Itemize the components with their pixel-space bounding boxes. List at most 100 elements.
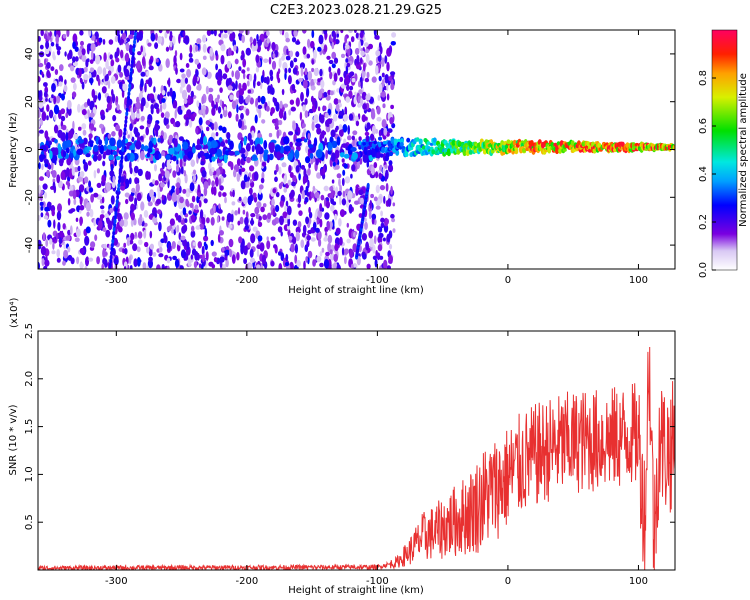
streak-mark bbox=[127, 87, 131, 93]
spectrogram-cell bbox=[257, 95, 261, 103]
spectrogram-cell bbox=[197, 152, 201, 159]
spectrogram-cell bbox=[61, 93, 65, 101]
spectrogram-cell bbox=[158, 253, 164, 258]
spectrogram-cell bbox=[39, 44, 44, 50]
streak-mark bbox=[132, 43, 136, 49]
spectrogram-cell bbox=[314, 100, 318, 109]
spectrogram-cell bbox=[339, 76, 344, 83]
streak-mark bbox=[108, 262, 112, 268]
spectrogram-cell bbox=[349, 71, 355, 77]
spectrogram-cell bbox=[113, 256, 119, 266]
spectrogram-cell bbox=[236, 104, 239, 114]
spectrogram-cell bbox=[88, 180, 92, 188]
spectrogram-cell bbox=[98, 139, 103, 146]
spectrogram-cell bbox=[333, 253, 339, 263]
spectrogram-cell bbox=[38, 162, 41, 170]
spectrogram-cell bbox=[370, 193, 374, 199]
spectrogram-cell bbox=[60, 171, 66, 181]
spectrogram-cell bbox=[313, 137, 318, 147]
spectrogram-cell bbox=[381, 79, 385, 88]
spectrogram-cell bbox=[96, 256, 100, 265]
spectrogram-cell bbox=[200, 176, 204, 183]
y-tick-label: 2.0 bbox=[24, 371, 35, 387]
spectrogram-cell bbox=[170, 117, 176, 125]
spectrogram-cell bbox=[157, 186, 160, 193]
spectrogram-cell bbox=[115, 155, 121, 161]
spectrogram-cell bbox=[390, 83, 395, 91]
spectrogram-cell bbox=[227, 111, 232, 119]
spectrogram-cell bbox=[356, 54, 360, 65]
spectrogram-cell bbox=[39, 176, 44, 181]
spectrogram-cell bbox=[375, 50, 381, 57]
streak-mark bbox=[112, 226, 116, 232]
spectrogram-cell bbox=[41, 163, 44, 171]
spectrogram-cell bbox=[87, 98, 91, 106]
spectrogram-cell bbox=[262, 214, 268, 221]
streak-mark bbox=[110, 242, 114, 248]
streak-mark bbox=[121, 147, 125, 152]
spectrogram-cell bbox=[341, 143, 348, 149]
spectrogram-cell bbox=[202, 34, 207, 43]
spectrogram-cell bbox=[131, 143, 136, 151]
spectrogram-cell bbox=[46, 69, 51, 78]
spectrogram-cell bbox=[274, 170, 277, 175]
spectrogram-cell bbox=[153, 86, 156, 93]
spectrogram-cell bbox=[389, 117, 394, 125]
spectrogram-cell bbox=[271, 60, 277, 70]
spectrogram-cell bbox=[76, 256, 80, 265]
spectrogram-cell bbox=[188, 210, 192, 215]
spectrogram-cell bbox=[272, 208, 276, 216]
spectrogram-cell bbox=[341, 53, 345, 59]
spectrogram-xlabel: Height of straight line (km) bbox=[288, 285, 424, 296]
spectrogram-cell bbox=[192, 44, 197, 53]
spectrogram-cell bbox=[79, 171, 85, 178]
spectrogram-cell bbox=[382, 237, 386, 242]
spectrogram-cell bbox=[373, 196, 378, 202]
spectrogram-cell bbox=[365, 241, 369, 251]
spectrogram-cell bbox=[205, 251, 209, 261]
spectrogram-cell bbox=[386, 93, 390, 101]
carrier-mark bbox=[431, 149, 436, 155]
spectrogram-cell bbox=[171, 90, 176, 100]
spectrogram-cell bbox=[303, 168, 307, 178]
spectrogram-cell bbox=[267, 89, 271, 94]
spectrogram-cell bbox=[109, 207, 114, 214]
spectrogram-cell bbox=[295, 226, 301, 234]
y-tick-label: 1.0 bbox=[24, 466, 35, 482]
spectrogram-cell bbox=[235, 113, 239, 122]
carrier-mark bbox=[586, 141, 591, 147]
spectrogram-cell bbox=[48, 140, 52, 146]
spectrogram-cell bbox=[217, 233, 221, 243]
carrier-mark bbox=[385, 152, 390, 158]
streak-mark bbox=[110, 250, 113, 256]
spectrogram-cell bbox=[302, 30, 307, 34]
spectrogram-cell bbox=[270, 236, 276, 241]
spectrogram-cell bbox=[257, 221, 263, 227]
spectrogram-cell bbox=[366, 263, 371, 269]
spectrogram-cell bbox=[388, 160, 393, 166]
spectrogram-cell bbox=[246, 80, 250, 87]
spectrogram-cell bbox=[38, 62, 44, 68]
spectrogram-cell bbox=[181, 89, 188, 100]
spectrogram-cell bbox=[201, 169, 207, 178]
spectrogram-cell bbox=[250, 233, 256, 244]
spectrogram-cell bbox=[265, 105, 270, 112]
spectrogram-cell bbox=[275, 164, 279, 173]
spectrogram-cell bbox=[238, 168, 242, 175]
spectrogram-cell bbox=[43, 33, 48, 40]
spectrogram-cell bbox=[221, 216, 225, 221]
carrier-mark bbox=[613, 148, 617, 153]
spectrogram-cell bbox=[386, 233, 391, 243]
spectrogram-cell bbox=[110, 163, 114, 172]
carrier-mark bbox=[426, 141, 431, 145]
spectrogram-cell bbox=[256, 34, 259, 42]
spectrogram-cell bbox=[190, 254, 194, 260]
spectrogram-cell bbox=[211, 100, 215, 108]
spectrogram-cell bbox=[284, 71, 287, 81]
spectrogram-cell bbox=[137, 51, 142, 56]
spectrogram-cell bbox=[88, 140, 94, 145]
spectrogram-cell bbox=[338, 110, 344, 116]
carrier-mark bbox=[432, 137, 437, 143]
spectrogram-cell bbox=[263, 77, 268, 84]
spectrogram-cell bbox=[298, 77, 303, 83]
